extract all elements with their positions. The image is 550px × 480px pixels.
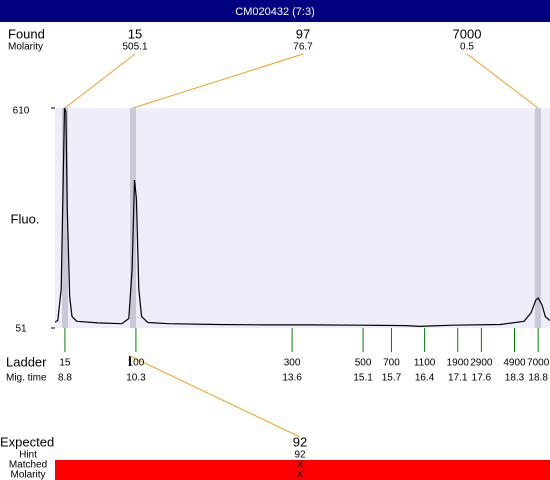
found-band: [535, 108, 541, 328]
ladder-size: 300: [284, 358, 301, 369]
mig-time: 18.3: [505, 373, 525, 384]
mig-time: 17.1: [448, 373, 468, 384]
matched-label: Matched: [9, 460, 47, 471]
connector: [64, 53, 136, 109]
mig-time-label: Mig. time: [6, 373, 47, 384]
connector: [132, 53, 304, 109]
hint-label: Hint: [19, 450, 37, 461]
mig-time: 13.6: [282, 373, 302, 384]
mig-time: 15.7: [382, 373, 402, 384]
mig-time: 17.6: [472, 373, 492, 384]
expected-label: Expected: [0, 434, 54, 449]
y-axis-label: Fluo.: [11, 211, 40, 226]
ladder-size: 15: [59, 358, 71, 369]
molarity-label: Molarity: [8, 42, 43, 53]
mig-time: 8.8: [58, 373, 72, 384]
molarity-value: X: [297, 470, 304, 480]
found-band: [62, 108, 68, 328]
molarity-label: Molarity: [10, 470, 45, 480]
ladder-label: Ladder: [6, 354, 47, 369]
y-tick-label: 51: [15, 324, 27, 335]
mig-time: 10.3: [126, 373, 146, 384]
title-bar: [0, 0, 550, 22]
ladder-size: 2900: [470, 358, 493, 369]
plot-area: [55, 108, 550, 328]
hint-value: 92: [294, 450, 306, 461]
trace: [54, 107, 550, 328]
found-size: 15: [128, 26, 142, 41]
title: CM020432 (7:3): [235, 6, 315, 18]
mismatch-bar: [55, 460, 550, 480]
found-molarity: 0.5: [460, 42, 474, 53]
ladder-size: 7000: [527, 358, 550, 369]
mig-time: 18.8: [528, 373, 548, 384]
found-size: 97: [296, 26, 310, 41]
connector: [129, 355, 301, 438]
mig-time: 16.4: [415, 373, 435, 384]
ladder-size: 500: [355, 358, 372, 369]
y-tick-label: 610: [13, 106, 30, 117]
mig-time: 15.1: [353, 373, 373, 384]
ladder-size: 700: [383, 358, 400, 369]
ladder-size: 4900: [503, 358, 526, 369]
connector: [466, 53, 539, 109]
ladder-size: 1900: [447, 358, 470, 369]
ladder-size: 1100: [414, 358, 436, 369]
ladder-size: 100: [128, 358, 145, 369]
found-label: Found: [8, 26, 45, 41]
found-size: 7000: [453, 26, 482, 41]
expected-value: 92: [293, 434, 307, 449]
found-molarity: 505.1: [122, 42, 147, 53]
matched-value: X: [297, 460, 304, 471]
found-molarity: 76.7: [293, 42, 313, 53]
